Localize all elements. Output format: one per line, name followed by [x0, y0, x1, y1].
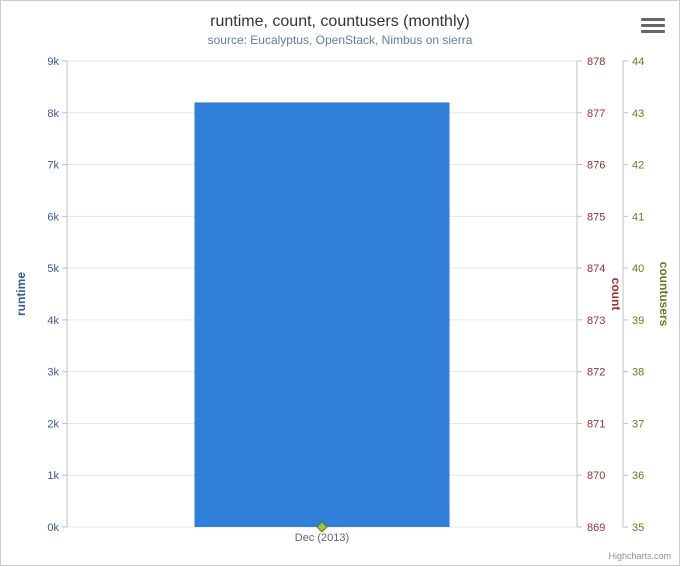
svg-text:5k: 5k [47, 263, 59, 275]
right-axis1-ticks: 869 870 871 872 873 874 875 876 877 878 [577, 56, 605, 534]
svg-text:41: 41 [632, 211, 644, 223]
svg-text:38: 38 [632, 367, 644, 379]
svg-text:42: 42 [632, 160, 644, 172]
svg-text:870: 870 [587, 470, 605, 482]
right-axis2-ticks: 35 36 37 38 39 40 41 42 43 44 [623, 56, 644, 534]
svg-text:877: 877 [587, 108, 605, 120]
svg-text:43: 43 [632, 108, 644, 120]
bar-runtime[interactable] [195, 102, 450, 527]
left-axis-title: runtime [14, 272, 28, 316]
svg-text:40: 40 [632, 263, 644, 275]
svg-text:871: 871 [587, 418, 605, 430]
svg-text:0k: 0k [47, 522, 59, 534]
right-axis1-title: count [609, 278, 623, 311]
svg-text:39: 39 [632, 315, 644, 327]
svg-text:7k: 7k [47, 160, 59, 172]
svg-text:878: 878 [587, 56, 605, 68]
right-axis2-title: countusers [657, 262, 671, 327]
svg-text:8k: 8k [47, 108, 59, 120]
svg-text:6k: 6k [47, 211, 59, 223]
svg-text:9k: 9k [47, 56, 59, 68]
svg-text:35: 35 [632, 522, 644, 534]
svg-text:872: 872 [587, 367, 605, 379]
svg-text:3k: 3k [47, 367, 59, 379]
chart-credit[interactable]: Highcharts.com [608, 551, 671, 561]
svg-text:875: 875 [587, 211, 605, 223]
chart-svg: 0k1k2k3k4k5k6k7k8k9k 8698708718728738748… [1, 1, 680, 567]
svg-text:37: 37 [632, 418, 644, 430]
x-axis-label: Dec (2013) [295, 532, 349, 544]
svg-text:36: 36 [632, 470, 644, 482]
svg-text:4k: 4k [47, 315, 59, 327]
svg-text:876: 876 [587, 160, 605, 172]
left-axis-ticks: 0k 1k 2k 3k 4k 5k 6k 7k 8k 9k [47, 56, 67, 534]
svg-text:874: 874 [587, 263, 605, 275]
svg-text:873: 873 [587, 315, 605, 327]
svg-text:1k: 1k [47, 470, 59, 482]
svg-text:2k: 2k [47, 418, 59, 430]
chart-container: runtime, count, countusers (monthly) sou… [0, 0, 680, 566]
svg-text:44: 44 [632, 56, 644, 68]
svg-text:869: 869 [587, 522, 605, 534]
